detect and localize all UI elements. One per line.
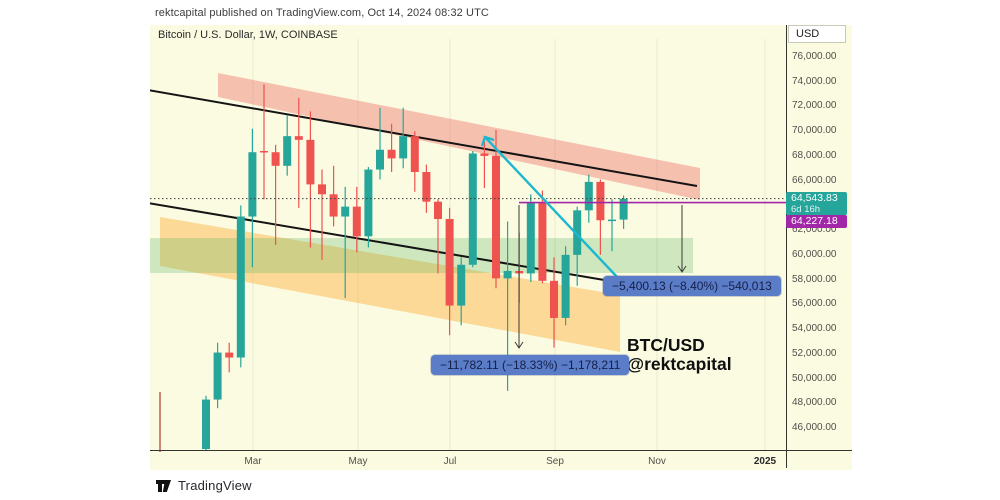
- time-scale-label: 2025: [753, 456, 777, 467]
- measure-arrow-lower-head: [514, 341, 524, 349]
- candle-body: [248, 152, 257, 217]
- price-scale-label: 62,000.00: [792, 224, 837, 236]
- price-axis-divider: [786, 25, 787, 468]
- candle-body: [422, 172, 431, 202]
- candle-body: [492, 155, 500, 279]
- candle-body: [225, 352, 234, 358]
- time-scale-label: May: [348, 456, 368, 467]
- price-scale-label: 74,000.00: [792, 75, 837, 87]
- time-scale-label: Jul: [443, 456, 457, 467]
- candle-body: [619, 198, 628, 220]
- tradingview-brand-text: TradingView: [178, 478, 252, 493]
- measure-label-lower[interactable]: −11,782.11 (−18.33%) −1,178,211: [431, 355, 630, 375]
- candle-body: [468, 153, 477, 265]
- candle-body: [341, 206, 350, 217]
- cyan-arrowhead: [480, 135, 495, 147]
- watermark-symbol: BTC/USD: [627, 335, 705, 355]
- candle-body: [260, 150, 268, 153]
- price-scale-label: 76,000.00: [792, 51, 837, 62]
- price-scale-label: 58,000.00: [792, 273, 837, 285]
- candle-body: [410, 136, 419, 173]
- author-watermark: BTC/USD @rektcapital: [627, 336, 732, 374]
- candle-body: [387, 149, 396, 159]
- currency-selector[interactable]: USD: [788, 25, 846, 43]
- price-scale-label: 66,000.00: [792, 174, 837, 186]
- candle-body: [271, 152, 280, 166]
- candle-body: [526, 202, 535, 274]
- candle-body: [329, 194, 338, 217]
- candle-body: [608, 219, 616, 222]
- measure-label-upper[interactable]: −5,400.13 (−8.40%) −540,013: [603, 276, 781, 296]
- time-scale-label: Mar: [244, 456, 262, 467]
- time-scale-label: Sep: [546, 456, 564, 467]
- price-scale-label: 70,000.00: [792, 125, 837, 137]
- tradingview-footer[interactable]: TradingView: [155, 477, 252, 494]
- candle-body: [445, 219, 454, 306]
- cyan-trend-arrow: [484, 136, 619, 279]
- last-price-value: 64,543.83: [791, 192, 838, 204]
- price-scale-label: 72,000.00: [792, 100, 837, 112]
- candle-body: [399, 136, 408, 159]
- candle-body: [364, 169, 373, 237]
- price-scale-label: 60,000.00: [792, 248, 837, 260]
- time-scale-label: Nov: [648, 456, 666, 467]
- price-scale-label: 50,000.00: [792, 372, 837, 384]
- candle-body: [213, 352, 222, 400]
- upper-trendline: [150, 89, 698, 187]
- candle-body: [584, 181, 593, 211]
- candle-body: [538, 202, 547, 281]
- purple-level-badge: 64,227.18: [786, 215, 847, 228]
- candle-body: [202, 399, 210, 450]
- price-scale-label: 48,000.00: [792, 397, 837, 409]
- candle-body: [376, 149, 384, 170]
- candle-body: [318, 184, 326, 195]
- watermark-handle: @rektcapital: [627, 354, 732, 374]
- candle-body: [503, 270, 512, 279]
- candle-body: [480, 153, 489, 156]
- price-scale-label: 56,000.00: [792, 298, 837, 310]
- tradingview-logo-icon: [156, 480, 171, 492]
- candle-body: [294, 136, 303, 140]
- candle-body: [283, 136, 292, 166]
- price-scale-label: 46,000.00: [792, 422, 837, 433]
- candle-body: [434, 201, 442, 220]
- candle-body: [561, 254, 570, 318]
- candle-body: [352, 206, 361, 237]
- lower-channel-band: [160, 217, 620, 352]
- price-pane[interactable]: [150, 25, 786, 470]
- price-scale-label: 54,000.00: [792, 323, 837, 335]
- chart-background: [150, 25, 852, 470]
- candle-body: [306, 139, 315, 185]
- candle-body: [596, 181, 605, 221]
- upper-channel-band: [218, 73, 700, 200]
- candle-body: [573, 210, 582, 255]
- symbol-title: Bitcoin / U.S. Dollar, 1W, COINBASE: [158, 29, 338, 41]
- price-scale-label: 52,000.00: [792, 347, 837, 359]
- time-axis-line: [150, 450, 852, 451]
- published-line: rektcapital published on TradingView.com…: [155, 7, 489, 19]
- measure-arrow-upper-head: [677, 265, 687, 273]
- candle-body: [457, 264, 466, 306]
- bar-countdown: 6d 16h: [791, 204, 821, 215]
- candle-body: [550, 280, 558, 318]
- last-price-badge: 64,543.83 6d 16h: [786, 192, 847, 215]
- candle-body: [236, 216, 245, 358]
- price-scale-label: 68,000.00: [792, 149, 837, 161]
